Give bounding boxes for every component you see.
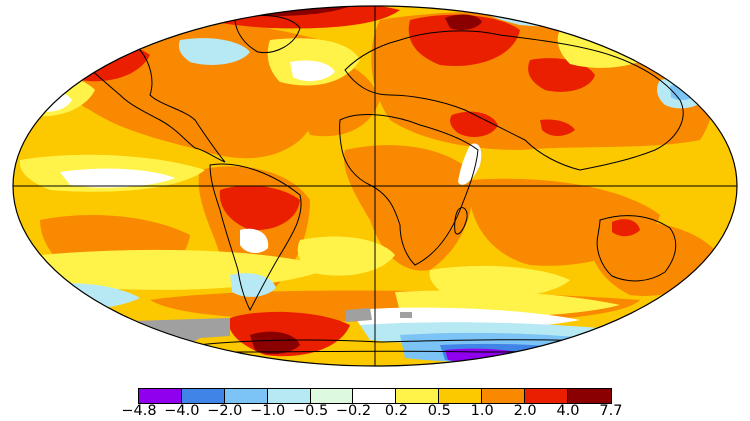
hot-region-central-asia <box>528 58 595 92</box>
colder-ross <box>110 339 175 358</box>
legend-tick-label: 2.0 <box>513 403 537 419</box>
missing-data-tiny <box>400 312 412 318</box>
legend-tick-label: 0.2 <box>384 403 408 419</box>
slight-warm-indian-south <box>429 265 570 299</box>
legend-swatch <box>525 389 568 403</box>
missing-data-small <box>345 308 372 322</box>
hot-region-east-asia <box>540 119 575 136</box>
legend-tick-label: 0.5 <box>427 403 451 419</box>
legend-swatch <box>224 389 268 403</box>
legend-tick-label: −0.5 <box>292 403 329 419</box>
globe-outline <box>12 5 738 367</box>
anomaly-field <box>13 6 737 366</box>
coast-eurasia <box>344 30 684 171</box>
coast-madagascar <box>454 207 468 235</box>
hot-region-brazil <box>219 185 300 231</box>
legend-swatch <box>181 389 225 403</box>
coast-australia <box>596 215 677 282</box>
coast-africa <box>339 114 479 266</box>
color-legend: −4.8 −4.0 −2.0 −1.0 −0.5 −0.2 0.2 0.5 1.0 2.0 4.0 7… <box>121 386 622 419</box>
coast-new-zealand <box>697 265 710 286</box>
warm-region-africa <box>344 145 473 271</box>
cool-canada <box>178 38 250 65</box>
legend-color-bar <box>138 388 612 404</box>
legend-tick-label: 7.7 <box>599 403 623 419</box>
legend-tick-label: 1.0 <box>470 403 494 419</box>
neutral-south-america <box>240 228 269 254</box>
neutral-tropical-pacific <box>60 168 175 188</box>
legend-tick-label: −1.0 <box>250 403 286 419</box>
legend-swatch <box>396 389 440 403</box>
legend-swatch <box>439 389 483 403</box>
extreme-region-antarctic <box>250 331 300 355</box>
neutral-north-atlantic <box>290 60 335 82</box>
legend-swatch <box>353 389 397 403</box>
coast-greenland <box>234 15 301 54</box>
cool-south-atlantic <box>230 273 276 297</box>
legend-tick-label: −4.8 <box>121 403 157 419</box>
hot-region-australia-east <box>612 219 640 237</box>
legend-swatch <box>139 389 182 403</box>
legend-tick-labels: −4.8 −4.0 −2.0 −1.0 −0.5 −0.2 0.2 0.5 1.0 2.0 4.0 7… <box>121 403 622 419</box>
legend-swatch <box>482 389 526 403</box>
legend-tick-label: 4.0 <box>556 403 580 419</box>
legend-swatch <box>267 389 311 403</box>
coast-south-america <box>209 163 302 312</box>
legend-tick-label: −0.2 <box>335 403 372 419</box>
cold-arctic-cap <box>520 6 630 18</box>
legend-swatch <box>567 389 611 403</box>
legend-tick-label: −2.0 <box>207 403 243 419</box>
legend-tick-label: −4.0 <box>164 403 200 419</box>
legend-swatch <box>310 389 354 403</box>
hot-region-middle-east <box>450 111 498 137</box>
hot-region-siberia <box>408 14 520 66</box>
neutral-east-africa-strip <box>458 143 482 185</box>
warm-region-australia <box>589 221 715 296</box>
extreme-region-siberia <box>445 14 482 30</box>
coast-north-america <box>69 40 226 163</box>
